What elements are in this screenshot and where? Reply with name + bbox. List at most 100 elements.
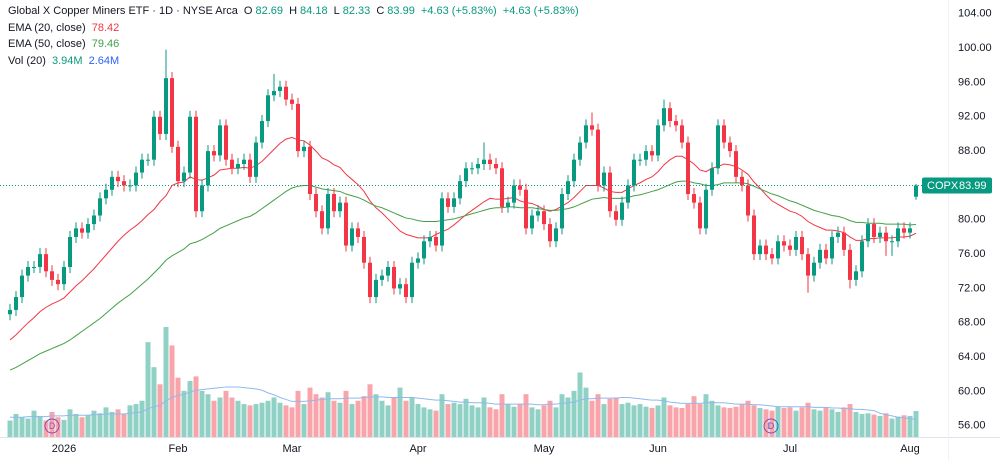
volume-bar (835, 411, 841, 437)
volume-bar (397, 387, 403, 437)
volume-bar (43, 420, 49, 437)
volume-bar (265, 400, 271, 437)
volume-bar (583, 387, 589, 437)
volume-bar (277, 402, 283, 437)
candle-body (368, 262, 372, 298)
candle-body (620, 202, 624, 220)
candle-body (152, 116, 156, 160)
indicator-row[interactable]: EMA (50, close) 79.46 (8, 36, 582, 53)
volume-bar (295, 390, 301, 437)
y-tick-label: 92.00 (958, 111, 986, 123)
candle-body (536, 211, 540, 216)
indicator-name[interactable]: EMA (50, close) (8, 38, 86, 50)
candle-body (614, 211, 618, 220)
candle-body (548, 224, 552, 242)
dividend-marker-letter[interactable]: D (768, 421, 775, 431)
candle-body (296, 103, 300, 152)
candle-body (674, 121, 678, 126)
x-tick-label: Feb (169, 443, 188, 455)
volume-bar (829, 409, 835, 437)
indicator-row[interactable]: EMA (20, close) 78.42 (8, 20, 582, 37)
volume-bar (775, 406, 781, 437)
volume-bar (325, 392, 331, 437)
candle-body (68, 236, 72, 268)
candle-body (530, 215, 534, 229)
dividend-marker-letter[interactable]: D (49, 421, 56, 431)
volume-bar (241, 404, 247, 437)
dividend-marker[interactable]: D (763, 418, 779, 434)
x-tick-label: Jun (649, 443, 667, 455)
volume-bar (565, 397, 571, 437)
candle-body (116, 176, 120, 182)
candle-body (62, 267, 66, 285)
candle-body (830, 236, 834, 259)
volume-bar (349, 404, 355, 437)
y-tick-label: 56.00 (958, 420, 986, 432)
candle-body (308, 146, 312, 195)
volume-bar (61, 419, 67, 437)
candle-body (524, 189, 528, 229)
volume-bar (193, 376, 199, 437)
volume-bar (301, 404, 307, 437)
volume-bar (157, 384, 163, 437)
symbol-title[interactable]: Global X Copper Miners ETF · 1D · NYSE A… (8, 5, 238, 17)
volume-bar (91, 410, 97, 437)
volume-bar (133, 404, 139, 437)
candle-body (608, 172, 612, 212)
volume-bar (667, 405, 673, 437)
indicator-row[interactable]: Vol (20) 3.94M 2.64M (8, 53, 582, 70)
volume-bar (7, 420, 13, 437)
indicator-name[interactable]: EMA (20, close) (8, 21, 86, 34)
volume-bar (409, 397, 415, 437)
y-tick-label: 88.00 (958, 145, 986, 157)
volume-bar (697, 404, 703, 437)
volume-bar (175, 377, 181, 437)
candle-body (314, 194, 318, 212)
candle-body (422, 241, 426, 259)
volume-bar (421, 407, 427, 437)
ohlc-value: 83.99 (387, 5, 415, 17)
candle-body (872, 224, 876, 237)
candle-body (56, 279, 60, 285)
volume-bar (379, 400, 385, 437)
y-tick-label: 64.00 (958, 351, 986, 363)
volume-bar (865, 413, 871, 437)
candle-body (686, 142, 690, 195)
y-tick-label: 72.00 (958, 282, 986, 294)
volume-bar (661, 397, 667, 437)
volume-bar (487, 407, 493, 437)
candle-layer (8, 49, 918, 321)
volume-bar (169, 345, 175, 437)
volume-bar (151, 367, 157, 437)
candle-body (446, 198, 450, 207)
volume-bar (769, 410, 775, 437)
volume-bar (787, 407, 793, 437)
price-tag-symbol: COPX (927, 180, 959, 192)
candle-body (590, 125, 594, 130)
candle-body (506, 202, 510, 207)
volume-bar (523, 394, 529, 437)
candle-body (200, 185, 204, 212)
candle-body (794, 236, 798, 250)
volume-bar (139, 400, 145, 437)
candle-body (212, 151, 216, 156)
volume-bar (511, 406, 517, 437)
candle-body (602, 172, 606, 186)
candle-body (542, 211, 546, 225)
dividend-marker[interactable]: D (44, 418, 60, 434)
volume-bar (127, 405, 133, 437)
indicator-name[interactable]: Vol (20) (8, 54, 46, 67)
volume-bar (793, 410, 799, 437)
candle-body (398, 284, 402, 289)
candle-body (320, 211, 324, 229)
candle-body (710, 168, 714, 190)
dividend-marker-circle[interactable] (763, 418, 779, 434)
candle-body (386, 267, 390, 276)
volume-bar (115, 409, 121, 437)
volume-bar (439, 394, 445, 437)
ema-line (9, 180, 917, 371)
volume-bar (319, 397, 325, 437)
candle-body (680, 125, 684, 143)
volume-bar (247, 405, 253, 437)
dividend-marker-circle[interactable] (44, 418, 60, 434)
